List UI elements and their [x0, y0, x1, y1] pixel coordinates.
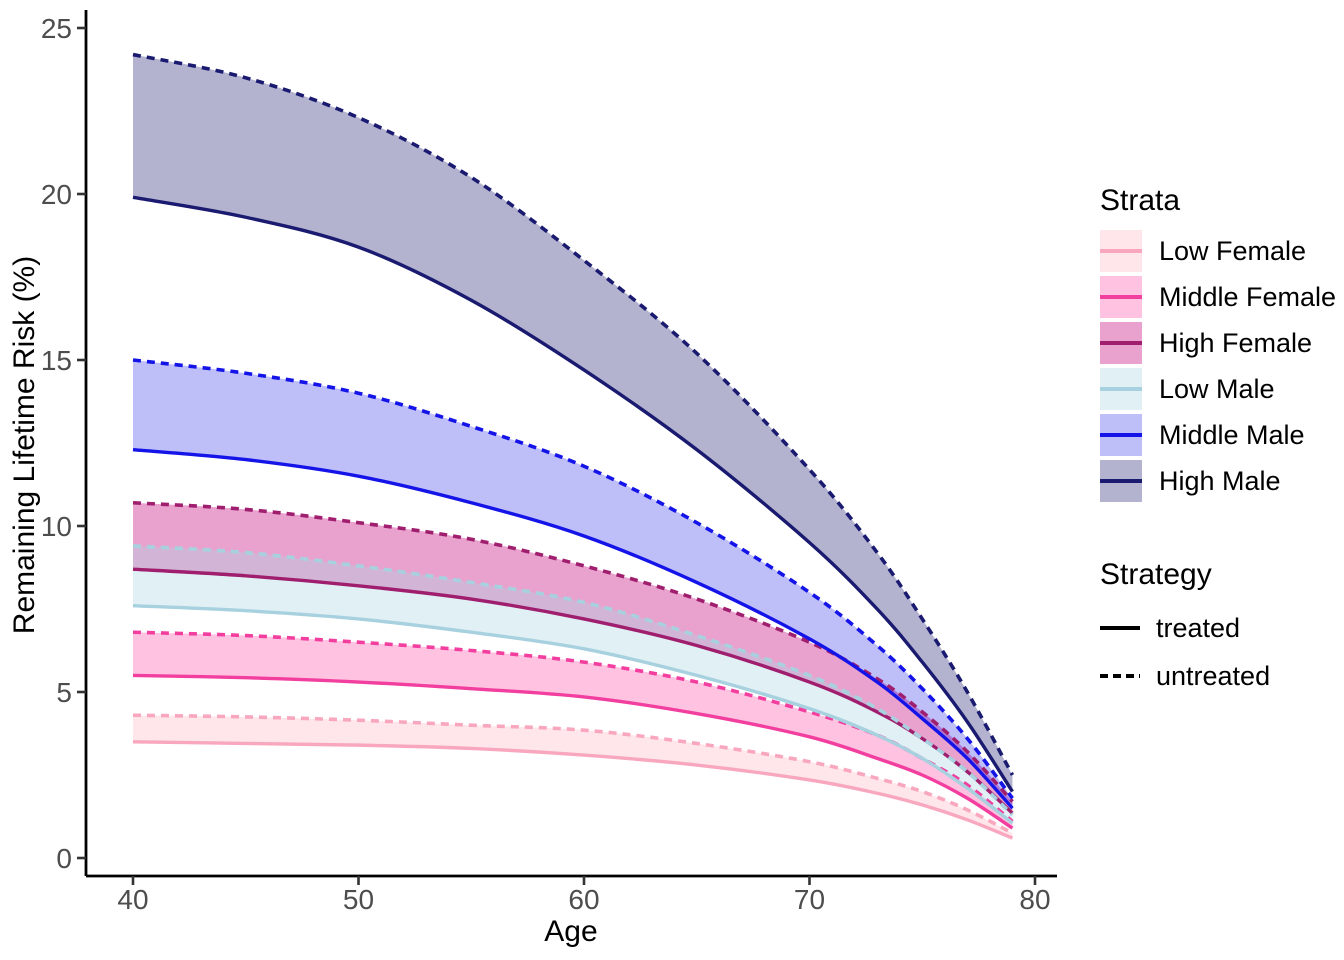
legend-label: High Female [1159, 327, 1313, 358]
strategy-legend: Strategy treated untreated [1100, 560, 1340, 700]
line-treated-low-female [132, 740, 1014, 840]
line-treated-middle-female [132, 673, 1014, 830]
line-untreated-high-female [132, 500, 1014, 803]
legend-item-high-male: High Male [1100, 460, 1340, 502]
legend: Strata Low Female Middle Female High Femal… [1100, 186, 1340, 700]
line-untreated-high-male [132, 52, 1015, 776]
legend-item-low-female: Low Female [1100, 230, 1340, 272]
legend-item-middle-female: Middle Female [1100, 276, 1340, 318]
strata-legend-title: Strata [1100, 184, 1181, 217]
x-tick-label: 70 [794, 884, 825, 915]
legend-swatch-middle-male [1100, 414, 1142, 456]
risk-lines [132, 52, 1015, 840]
y-tick-label: 0 [56, 843, 72, 874]
legend-swatch-middle-female [1100, 276, 1142, 318]
treated-key-line [1100, 626, 1140, 630]
y-tick-label: 15 [41, 345, 72, 376]
x-tick-label: 80 [1019, 884, 1050, 915]
strata-legend-items: Low Female Middle Female High Female Low Ma… [1100, 230, 1340, 502]
line-untreated-middle-male [132, 358, 1014, 800]
legend-item-high-female: High Female [1100, 322, 1340, 364]
line-untreated-low-female [132, 713, 1014, 835]
legend-swatch-high-male [1100, 460, 1142, 502]
y-tick-label: 10 [41, 511, 72, 542]
risk-bands [133, 54, 1013, 839]
x-tick-label: 60 [568, 884, 599, 915]
line-treated-high-female [132, 567, 1014, 815]
legend-label: Low Male [1159, 373, 1275, 404]
y-tick-label: 5 [56, 677, 72, 708]
legend-label: treated [1156, 612, 1241, 643]
band-low-male [133, 545, 1013, 824]
legend-swatch-line [1100, 341, 1142, 345]
legend-swatch-line [1100, 479, 1142, 483]
legend-label: High Male [1159, 465, 1281, 496]
y-axis-title: Remaining Lifetime Risk (%) [8, 256, 41, 634]
y-tick-label: 25 [41, 13, 72, 44]
axes: 40 50 60 70 80 0 5 10 15 20 25 [41, 10, 1057, 915]
legend-swatch-high-female [1100, 322, 1142, 364]
legend-item-treated: treated [1100, 604, 1340, 652]
legend-label: Middle Female [1159, 281, 1337, 312]
line-treated-high-male [132, 195, 1014, 793]
line-treated-low-male [132, 603, 1014, 825]
legend-swatch-line [1100, 295, 1142, 299]
line-treated-middle-male [132, 447, 1014, 810]
y-tick-label: 20 [41, 179, 72, 210]
band-low-female [133, 715, 1013, 839]
untreated-key-line [1100, 674, 1140, 678]
legend-label: Low Female [1159, 235, 1307, 266]
band-high-male [133, 54, 1013, 792]
x-axis-title: Age [544, 915, 597, 948]
legend-swatch-line [1100, 387, 1142, 391]
legend-item-untreated: untreated [1100, 652, 1340, 700]
band-high-female [133, 502, 1013, 814]
legend-label: Middle Male [1159, 419, 1305, 450]
legend-item-low-male: Low Male [1100, 368, 1340, 410]
legend-item-middle-male: Middle Male [1100, 414, 1340, 456]
legend-label: untreated [1156, 660, 1271, 691]
legend-swatch-line [1100, 249, 1142, 253]
x-tick-label: 50 [343, 884, 374, 915]
legend-swatch-line [1100, 433, 1142, 437]
strategy-legend-items: treated untreated [1100, 604, 1340, 700]
strategy-legend-title: Strategy [1100, 558, 1212, 591]
band-middle-male [133, 360, 1013, 809]
legend-swatch-low-female [1100, 230, 1142, 272]
line-untreated-low-male [132, 544, 1014, 817]
x-tick-label: 40 [117, 884, 148, 915]
legend-swatch-low-male [1100, 368, 1142, 410]
strata-legend: Strata Low Female Middle Female High Femal… [1100, 186, 1340, 502]
